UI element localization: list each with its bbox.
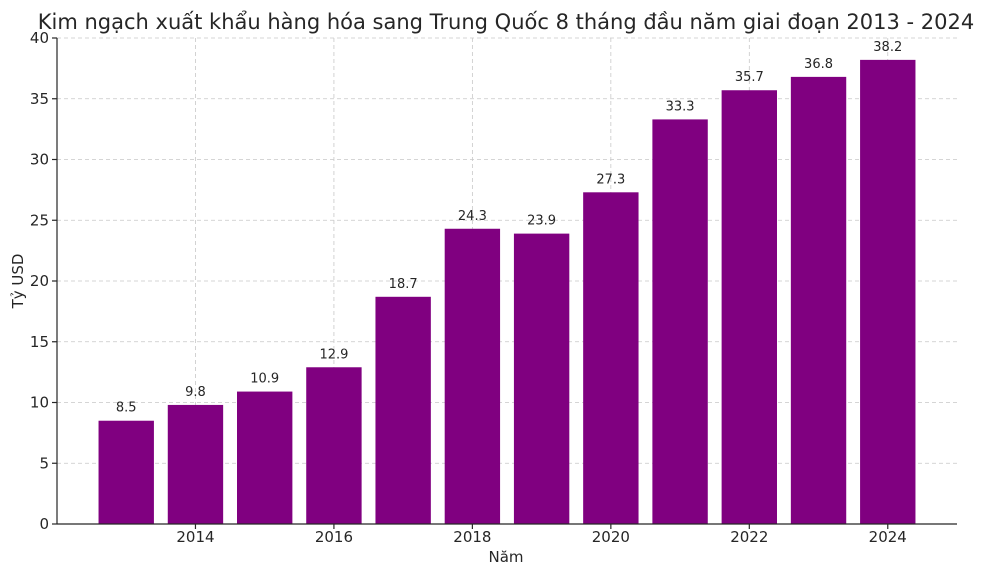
value-label-2016: 12.9 xyxy=(319,347,348,362)
value-labels: 8.5 9.8 10.9 12.9 18.7 24.3 23.9 27.3 33.3 35.7 36… xyxy=(116,40,902,416)
bar-2021 xyxy=(652,119,708,524)
value-label-2014: 9.8 xyxy=(185,385,206,400)
bar-2017 xyxy=(375,296,431,524)
y-axis-ticks: 0 5 10 15 20 25 30 35 40 xyxy=(30,29,57,533)
bar-2019 xyxy=(513,233,570,525)
bar-2022 xyxy=(721,90,777,525)
bar-2020 xyxy=(583,192,639,524)
value-label-2024: 38.2 xyxy=(873,40,902,55)
value-label-2022: 35.7 xyxy=(735,70,764,85)
bar-2015 xyxy=(237,391,293,524)
chart-title: Kim ngạch xuất khẩu hàng hóa sang Trung … xyxy=(38,10,975,34)
bar-2016 xyxy=(306,367,362,524)
value-label-2017: 18.7 xyxy=(389,277,418,292)
value-label-2015: 10.9 xyxy=(250,372,279,387)
y-tick-label: 30 xyxy=(30,151,49,169)
x-axis-ticks: 2014 2016 2018 2020 2022 2024 xyxy=(176,524,907,546)
bar-2023 xyxy=(790,76,847,524)
x-axis-label: Năm xyxy=(488,548,523,566)
y-tick-label: 15 xyxy=(30,333,49,351)
y-tick-label: 40 xyxy=(30,29,49,47)
y-tick-label: 25 xyxy=(30,211,49,229)
x-tick-label: 2022 xyxy=(730,528,768,546)
grid xyxy=(57,37,957,524)
x-tick-label: 2018 xyxy=(453,528,491,546)
y-tick-label: 0 xyxy=(39,515,49,533)
value-label-2018: 24.3 xyxy=(458,209,487,224)
bar-2018 xyxy=(444,228,501,524)
value-label-2021: 33.3 xyxy=(666,99,695,114)
bar-2024 xyxy=(860,59,916,525)
value-label-2023: 36.8 xyxy=(804,57,833,72)
x-tick-label: 2024 xyxy=(869,528,907,546)
x-tick-label: 2020 xyxy=(592,528,630,546)
bar-2013 xyxy=(98,420,154,524)
y-tick-label: 10 xyxy=(30,394,49,412)
value-label-2020: 27.3 xyxy=(596,172,625,187)
bars xyxy=(98,59,916,525)
value-label-2019: 23.9 xyxy=(527,214,556,229)
x-tick-label: 2014 xyxy=(176,528,214,546)
y-tick-label: 35 xyxy=(30,90,49,108)
value-label-2013: 8.5 xyxy=(116,401,137,416)
bar-2014 xyxy=(167,404,224,524)
y-axis-label: Tỷ USD xyxy=(9,254,27,310)
y-tick-label: 20 xyxy=(30,272,49,290)
x-tick-label: 2016 xyxy=(315,528,353,546)
y-tick-label: 5 xyxy=(39,454,49,472)
